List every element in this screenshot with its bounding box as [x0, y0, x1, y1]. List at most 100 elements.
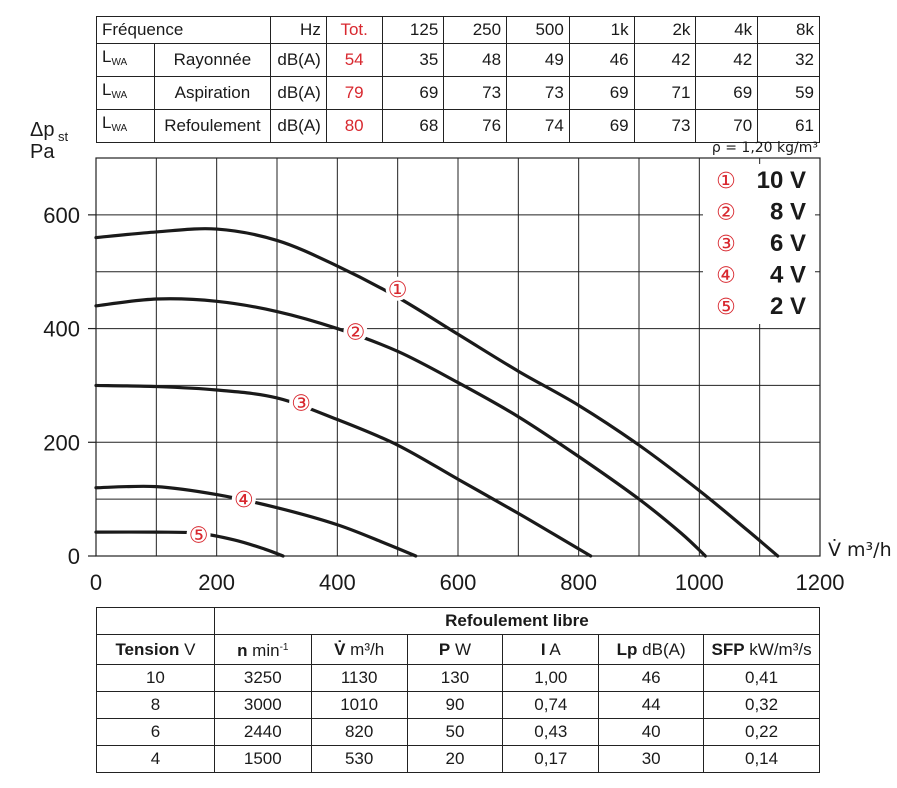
- y-tick-label: 0: [68, 544, 80, 569]
- curve-marker-label: ⑤: [189, 523, 209, 548]
- cell: 69: [568, 109, 635, 143]
- curve-2v: [94, 530, 285, 558]
- curve-10v: [94, 227, 780, 558]
- frequency-label: Fréquence: [95, 16, 272, 44]
- cell: 73: [506, 76, 570, 110]
- legend-marker: ⑤: [716, 295, 736, 320]
- cell: 69: [381, 76, 445, 110]
- cell: 820: [310, 718, 408, 746]
- sound-row-refoulement: LWA Refoulement dB(A) 80 68 76 74 69 73 …: [96, 109, 820, 143]
- legend-marker: ③: [716, 232, 736, 257]
- cell: 4: [96, 745, 215, 773]
- x-tick-label: 0: [90, 570, 102, 595]
- legend-label: 10 V: [757, 167, 806, 194]
- sound-header-row: Fréquence Hz Tot. 125 250 500 1k 2k 4k 8…: [95, 16, 820, 44]
- x-tick-label: 400: [319, 570, 356, 595]
- table-row: 6 2440 820 50 0,43 40 0,22: [96, 718, 820, 746]
- legend-marker: ①: [716, 169, 736, 194]
- unit-hz: Hz: [270, 16, 327, 44]
- band-500: 500: [506, 16, 570, 44]
- cell: 0,17: [502, 745, 600, 773]
- row-unit: dB(A): [270, 43, 327, 77]
- cell: 0,22: [703, 718, 820, 746]
- header-power: P W: [406, 634, 504, 665]
- row-total: 54: [325, 43, 383, 77]
- cell: 69: [568, 76, 635, 110]
- x-tick-label: 1000: [675, 570, 724, 595]
- cell: 0,32: [703, 691, 820, 719]
- density-note: ρ = 1,20 kg/m³: [712, 140, 818, 156]
- curve-markers: ①② ③ ④⑤: [186, 276, 410, 548]
- cell: 2440: [213, 718, 312, 746]
- y-axis-label: Δp: [30, 119, 54, 141]
- sound-row-aspiration: LWA Aspiration dB(A) 79 69 73 73 69 71 6…: [96, 76, 820, 110]
- row-name: Rayonnée: [153, 43, 272, 77]
- cell: 3000: [213, 691, 312, 719]
- band-125: 125: [381, 16, 445, 44]
- curve-marker-label: ④: [234, 488, 254, 513]
- header-airflow: V̇ m³/h: [310, 634, 408, 665]
- cell: 20: [406, 745, 504, 773]
- performance-table: Refoulement libre Tension V n min-1 V̇ m…: [96, 607, 821, 773]
- cell: 0,74: [502, 691, 600, 719]
- cell: 130: [406, 664, 504, 692]
- row-total: 80: [325, 109, 383, 143]
- band-8k: 8k: [757, 16, 820, 44]
- x-tick-label: 600: [440, 570, 477, 595]
- header-current: I A: [502, 634, 600, 665]
- lwa-symbol: LWA: [96, 76, 155, 110]
- header-sound: Lp dB(A): [598, 634, 705, 665]
- curve-marker-bg: [343, 319, 368, 344]
- cell: 35: [381, 43, 445, 77]
- lwa-symbol: LWA: [96, 43, 155, 77]
- legend-label: 8 V: [770, 199, 806, 226]
- cell: 0,43: [502, 718, 600, 746]
- cell: 30: [598, 745, 705, 773]
- curve-marker-bg: [231, 487, 256, 512]
- header-tension: Tension V: [96, 634, 215, 665]
- header-sfp: SFP kW/m³/s: [703, 634, 820, 665]
- legend-marker: ②: [716, 201, 736, 226]
- x-tick-label: 800: [560, 570, 597, 595]
- table-row: 8 3000 1010 90 0,74 44 0,32: [96, 691, 820, 719]
- y-tick-label: 600: [43, 203, 80, 228]
- cell: 1,00: [502, 664, 600, 692]
- y-tick-label: 400: [43, 317, 80, 342]
- grid: [95, 157, 821, 557]
- curve-marker-bg: [289, 390, 314, 415]
- y-tick-label: 200: [43, 430, 80, 455]
- legend-label: 2 V: [770, 293, 806, 320]
- plot-frame: [95, 157, 821, 557]
- curve-8v: [94, 297, 707, 558]
- cell: 69: [695, 76, 759, 110]
- group-title-row: Refoulement libre: [96, 607, 821, 635]
- total-header: Tot.: [325, 16, 383, 44]
- x-axis-label: V̇ m³/h: [828, 539, 892, 561]
- legend-label: 6 V: [770, 230, 806, 257]
- row-unit: dB(A): [270, 109, 327, 143]
- x-tick-label: 200: [198, 570, 235, 595]
- cell: 530: [310, 745, 408, 773]
- curve-marker-label: ①: [388, 278, 408, 303]
- x-tick-label: 1200: [796, 570, 845, 595]
- legend-marker: ④: [716, 264, 736, 289]
- cell: 61: [757, 109, 820, 143]
- cell: 46: [568, 43, 635, 77]
- cell: 42: [633, 43, 697, 77]
- cell: 59: [757, 76, 820, 110]
- cell: 44: [598, 691, 705, 719]
- legend-label: 4 V: [770, 262, 806, 289]
- curve-marker-label: ③: [291, 391, 311, 416]
- cell: 76: [443, 109, 508, 143]
- table-row: 10 3250 1130 130 1,00 46 0,41: [96, 664, 820, 692]
- y-axis-unit: Pa: [30, 141, 55, 163]
- cell: 73: [633, 109, 697, 143]
- cell: 40: [598, 718, 705, 746]
- cell: 1010: [310, 691, 408, 719]
- cell: 48: [443, 43, 508, 77]
- row-name: Aspiration: [153, 76, 272, 110]
- band-1k: 1k: [568, 16, 635, 44]
- legend: ① 10 V ② 8 V ③ 6 V ④ 4 V ⑤ 2 V: [703, 164, 815, 324]
